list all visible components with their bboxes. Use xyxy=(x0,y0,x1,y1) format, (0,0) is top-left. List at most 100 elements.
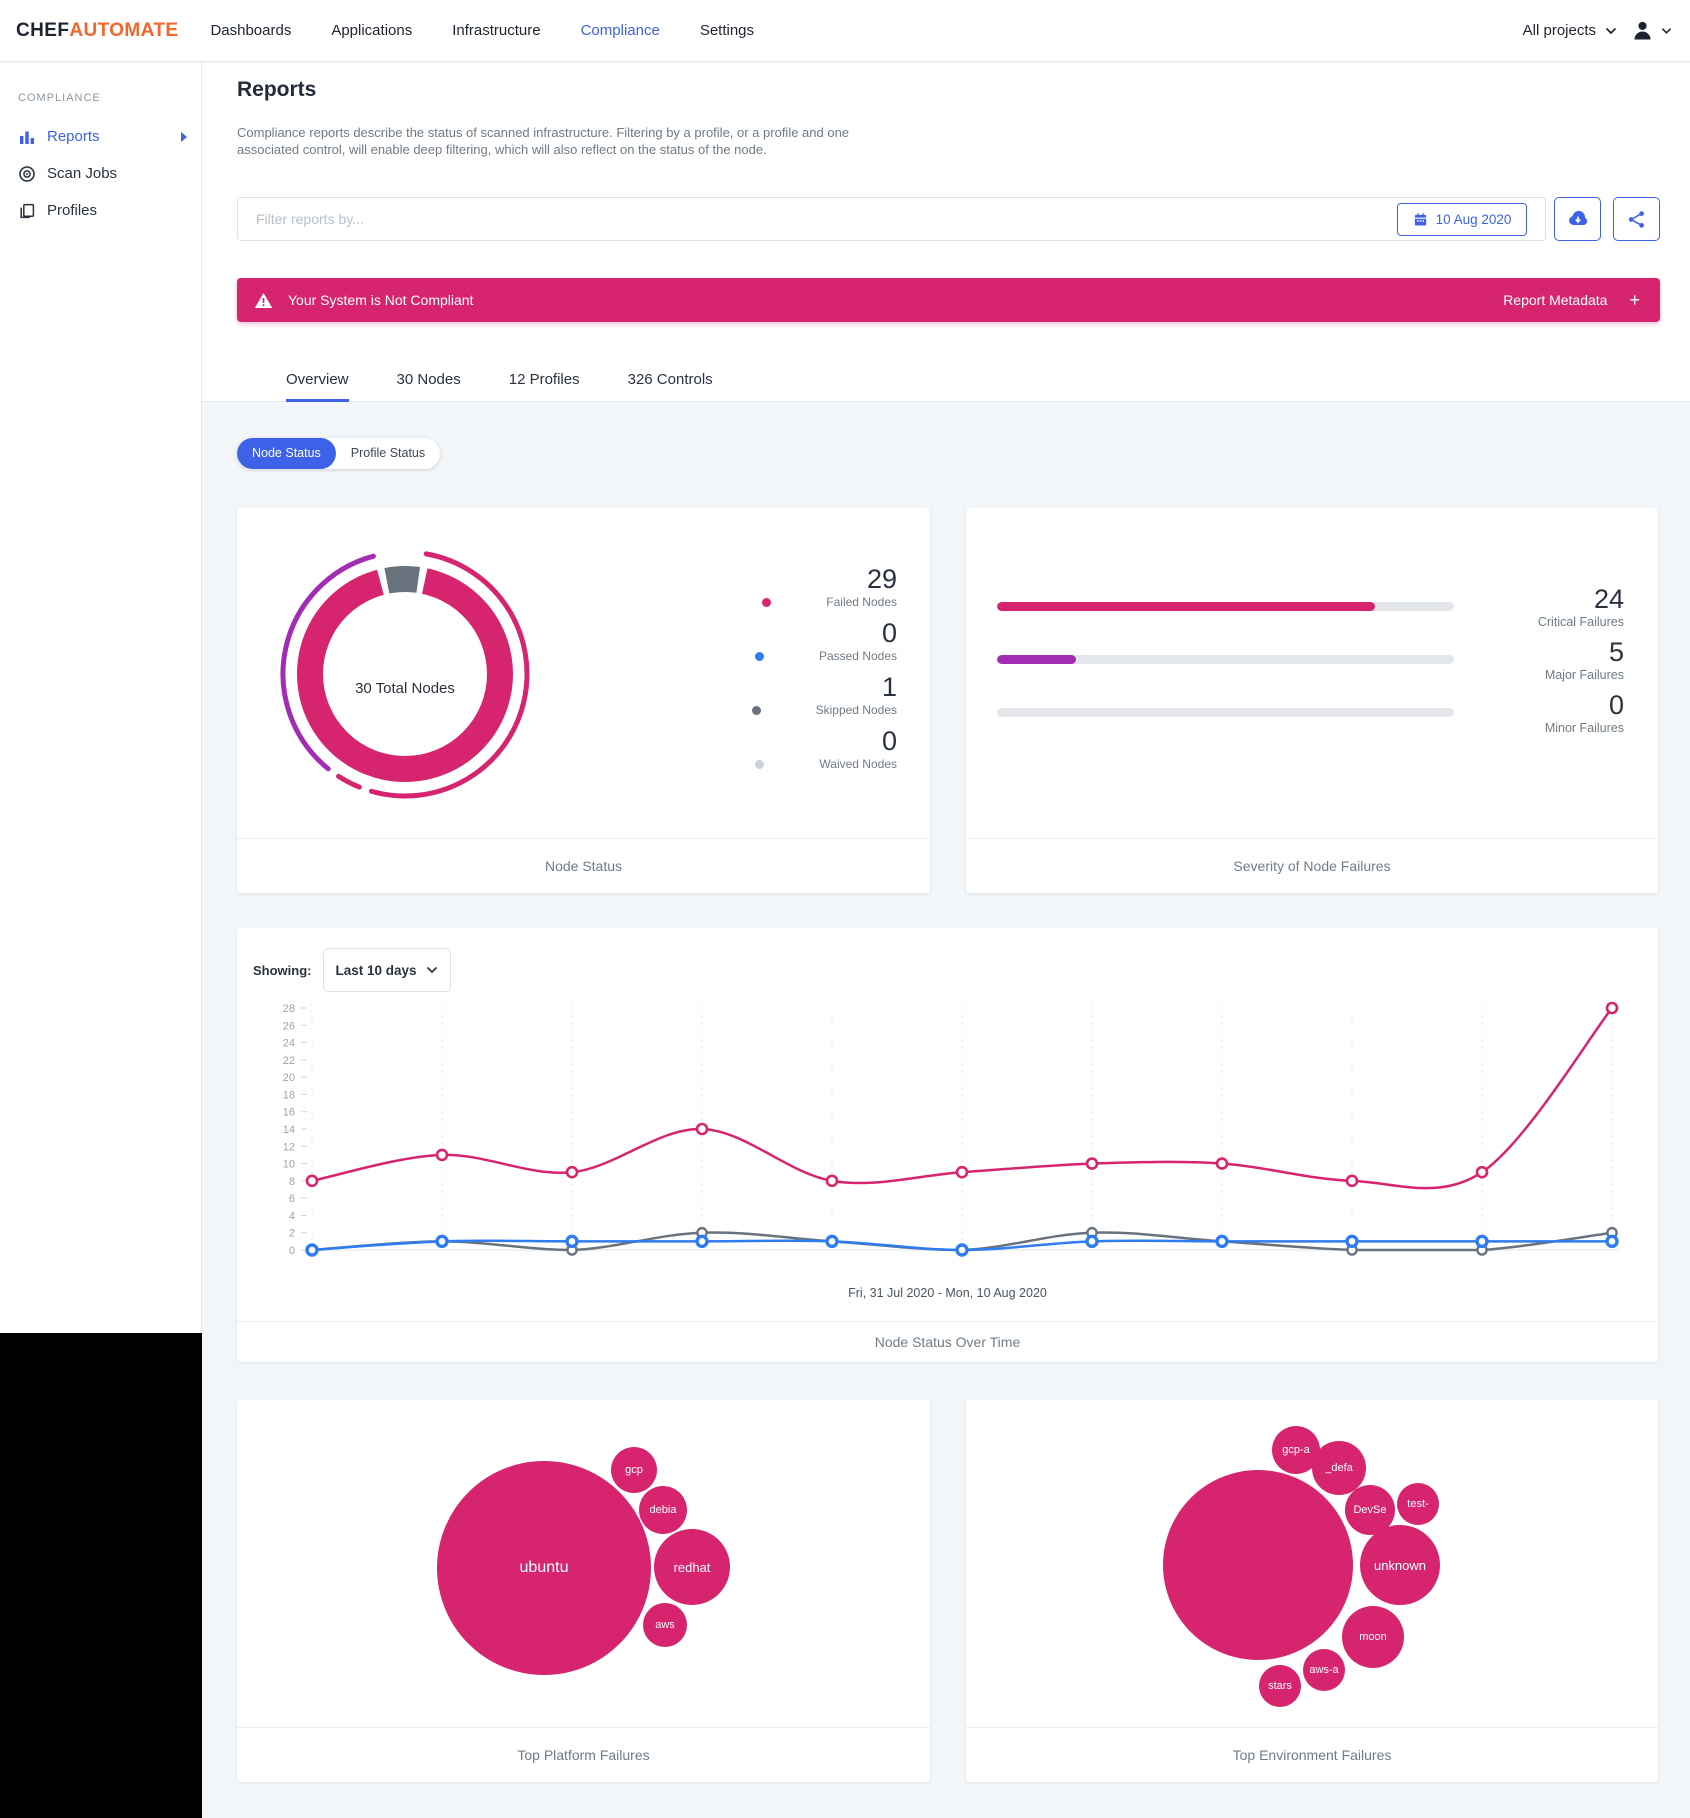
sidebar-item-profiles[interactable]: Profiles xyxy=(0,192,201,229)
sidebar-void-region xyxy=(0,1333,202,1818)
chart-date-range-label: Fri, 31 Jul 2020 - Mon, 10 Aug 2020 xyxy=(848,1286,1047,1300)
failed-dot-icon xyxy=(762,598,772,607)
projects-dropdown-label: All projects xyxy=(1522,22,1596,39)
svg-text:12: 12 xyxy=(283,1141,295,1153)
legend-item-failed: 29 Failed Nodes xyxy=(752,564,897,610)
legend-label: Waived Nodes xyxy=(819,757,897,771)
severity-row-minor: 0 Minor Failures xyxy=(997,686,1624,739)
bubble-test-[interactable]: test- xyxy=(1397,1483,1439,1525)
tab-nodes[interactable]: 30 Nodes xyxy=(396,371,461,388)
warning-triangle-icon xyxy=(254,292,273,308)
card-caption: Top Environment Failures xyxy=(966,1727,1658,1782)
svg-text:6: 6 xyxy=(289,1193,295,1205)
nav-item-compliance[interactable]: Compliance xyxy=(580,22,660,39)
platform-bubble-chart[interactable]: ubuntu gcp debia redhat aws xyxy=(237,1400,930,1727)
card-caption: Severity of Node Failures xyxy=(966,838,1658,893)
card-caption: Node Status Over Time xyxy=(237,1321,1658,1362)
calendar-icon xyxy=(1414,213,1426,226)
passed-nodes-count: 0 xyxy=(881,618,897,648)
bubble-unlabeled[interactable] xyxy=(1163,1470,1353,1660)
logo-automate: AUTOMATE xyxy=(69,19,179,41)
bubble-gcp[interactable]: gcp xyxy=(611,1447,657,1493)
bubble-aws[interactable]: aws xyxy=(643,1603,687,1647)
user-menu[interactable] xyxy=(1631,19,1672,42)
nav-item-infrastructure[interactable]: Infrastructure xyxy=(452,22,541,39)
bubble-unknown[interactable]: unknown xyxy=(1360,1525,1440,1605)
tab-controls[interactable]: 326 Controls xyxy=(627,371,713,388)
navbar-right: All projects xyxy=(1523,19,1672,42)
filter-reports-input[interactable] xyxy=(237,197,1546,241)
chevron-down-icon xyxy=(1661,27,1672,34)
legend-label: Skipped Nodes xyxy=(815,703,897,717)
report-tabs: Overview 30 Nodes 12 Profiles 326 Contro… xyxy=(202,360,1690,402)
major-bar[interactable] xyxy=(997,655,1454,664)
top-platform-failures-card: ubuntu gcp debia redhat aws Top Platform Fai… xyxy=(237,1400,930,1782)
projects-dropdown[interactable]: All projects xyxy=(1523,22,1617,39)
user-icon xyxy=(1634,21,1651,40)
report-metadata-toggle[interactable]: Report Metadata + xyxy=(1503,290,1640,311)
sidebar-section-label: COMPLIANCE xyxy=(18,92,101,104)
share-report-button[interactable] xyxy=(1613,197,1660,241)
skipped-dot-icon xyxy=(751,706,761,715)
node-status-donut[interactable]: 30 Total Nodes xyxy=(255,524,555,824)
bubble-_defa[interactable]: _defa xyxy=(1312,1441,1366,1495)
toggle-profile-status[interactable]: Profile Status xyxy=(350,446,426,460)
cloud-download-icon xyxy=(1568,210,1587,225)
severity-bars: 24 Critical Failures 5 Major Failures 0 … xyxy=(997,580,1624,739)
chevron-down-icon xyxy=(426,966,437,974)
sidebar-item-reports[interactable]: Reports xyxy=(0,118,201,155)
critical-bar[interactable] xyxy=(997,602,1454,611)
svg-text:24: 24 xyxy=(283,1038,295,1050)
nav-item-applications[interactable]: Applications xyxy=(331,22,413,39)
reports-page: Reports Compliance reports describe the … xyxy=(202,62,1690,1818)
passed-dot-icon xyxy=(754,652,764,661)
time-range-select[interactable]: Last 10 days xyxy=(322,948,451,992)
bubble-moon[interactable]: moon xyxy=(1342,1606,1404,1668)
report-date-label: 10 Aug 2020 xyxy=(1435,212,1512,227)
status-toggle: Node Status Profile Status xyxy=(237,438,441,469)
bubble-redhat[interactable]: redhat xyxy=(654,1529,730,1605)
banner-message: Your System is Not Compliant xyxy=(288,292,474,308)
failed-nodes-count: 29 xyxy=(866,564,897,594)
top-navbar: CHEFAUTOMATE Dashboards Applications Inf… xyxy=(0,0,1690,62)
app-logo[interactable]: CHEFAUTOMATE xyxy=(16,20,178,42)
svg-text:10: 10 xyxy=(283,1159,295,1171)
svg-text:26: 26 xyxy=(283,1020,295,1032)
waived-dot-icon xyxy=(755,760,765,769)
compliance-sidebar: COMPLIANCE Reports Scan Jobs Profiles xyxy=(0,62,202,1333)
download-report-button[interactable] xyxy=(1554,197,1601,241)
skipped-nodes-count: 1 xyxy=(881,672,897,702)
card-caption: Top Platform Failures xyxy=(237,1727,930,1782)
donut-center-label: 30 Total Nodes xyxy=(355,680,455,697)
minor-bar[interactable] xyxy=(997,708,1454,717)
environment-bubble-chart[interactable]: gcp-a _defa DevSe test-unknown moon aws-a star… xyxy=(966,1400,1658,1727)
top-environment-failures-card: gcp-a _defa DevSe test-unknown moon aws-a star… xyxy=(966,1400,1658,1782)
node-status-legend: 29 Failed Nodes 0 Passed Nodes 1 Skipped… xyxy=(751,564,897,780)
svg-text:0: 0 xyxy=(289,1245,295,1257)
tab-profiles[interactable]: 12 Profiles xyxy=(508,371,580,388)
legend-label: Passed Nodes xyxy=(818,649,897,663)
nav-item-settings[interactable]: Settings xyxy=(699,22,755,39)
main-nav: Dashboards Applications Infrastructure C… xyxy=(210,22,754,39)
toggle-node-status[interactable]: Node Status xyxy=(237,438,336,469)
severity-card: 24 Critical Failures 5 Major Failures 0 … xyxy=(966,508,1658,893)
nav-item-dashboards[interactable]: Dashboards xyxy=(210,22,292,39)
chevron-down-icon xyxy=(1605,27,1617,34)
svg-text:16: 16 xyxy=(283,1107,295,1119)
bubble-debia[interactable]: debia xyxy=(639,1486,687,1534)
report-date-button[interactable]: 10 Aug 2020 xyxy=(1397,203,1527,236)
bubble-aws-a[interactable]: aws-a xyxy=(1303,1649,1345,1691)
trend-controls: Showing: Last 10 days xyxy=(253,948,451,992)
plus-icon[interactable]: + xyxy=(1629,289,1640,310)
tab-overview[interactable]: Overview xyxy=(286,360,349,402)
sidebar-item-scan-jobs[interactable]: Scan Jobs xyxy=(0,155,201,192)
node-status-card: 30 Total Nodes 29 Failed Nodes 0 Passed … xyxy=(237,508,930,893)
bubble-stars[interactable]: stars xyxy=(1259,1665,1301,1707)
scanner-icon xyxy=(19,165,35,182)
bubble-ubuntu[interactable]: ubuntu xyxy=(437,1461,651,1675)
severity-row-critical: 24 Critical Failures xyxy=(997,580,1624,633)
expand-arrow-icon[interactable] xyxy=(181,131,187,142)
minor-failures-count: 0 xyxy=(1608,689,1624,720)
svg-text:14: 14 xyxy=(283,1124,295,1136)
